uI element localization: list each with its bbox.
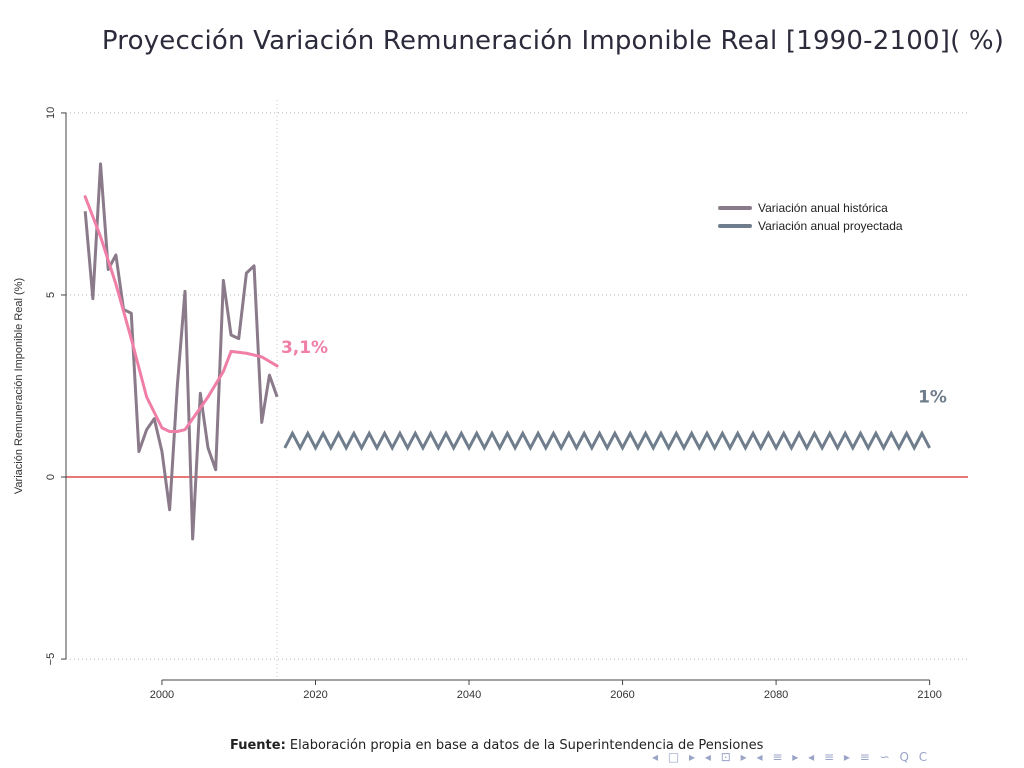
legend: Variación anual histórica Variación anual…	[718, 201, 903, 233]
series	[83, 162, 931, 541]
source-note: Fuente: Elaboración propia en base a dat…	[230, 738, 763, 753]
nav-prev-subsection-icon[interactable]: ◂	[704, 750, 711, 764]
source-text: Elaboración propia en base a datos de la…	[285, 738, 764, 753]
trend-series-line	[83, 195, 279, 434]
nav-refresh-icon[interactable]: C	[918, 750, 928, 764]
historical-value-annotation: 3,1%	[281, 338, 328, 358]
nav-next-subsection-icon[interactable]: ▸	[740, 750, 747, 764]
projected-series-line	[283, 430, 931, 452]
nav-prev-part-icon[interactable]: ◂	[808, 750, 815, 764]
nav-next-frame-icon[interactable]: ▸	[689, 750, 696, 764]
slide-navigation: ◂ □ ▸ ◂ ⊡ ▸ ◂ ≡ ▸ ◂ ≡ ▸ ≡ ∽ Q C	[652, 750, 933, 764]
source-label: Fuente:	[230, 738, 286, 753]
x-tick-label: 2080	[764, 689, 788, 701]
nav-subsection-icon[interactable]: ⊡	[720, 750, 731, 764]
y-tick-label: 0	[45, 474, 57, 480]
historical-series-line	[83, 162, 279, 541]
slide-title: Proyección Variación Remuneración Imponi…	[101, 26, 1005, 56]
nav-part-icon[interactable]: ≡	[823, 750, 835, 764]
nav-toc-icon[interactable]: ≡	[859, 750, 870, 764]
legend-label: Variación anual histórica	[758, 201, 888, 215]
y-tick-label: −5	[45, 653, 57, 666]
axes: −5 0 5 10 Variación Remuneración Imponible R…	[13, 107, 942, 701]
x-tick-label: 2060	[610, 689, 634, 701]
x-tick-label: 2000	[150, 689, 174, 701]
x-tick-label: 2040	[457, 689, 481, 701]
y-tick-label: 5	[45, 292, 57, 298]
nav-search-icon[interactable]: Q	[899, 750, 909, 764]
nav-next-section-icon[interactable]: ▸	[792, 750, 799, 764]
grid	[66, 100, 968, 678]
nav-section-icon[interactable]: ≡	[772, 750, 783, 764]
nav-frame-icon[interactable]: □	[667, 750, 680, 764]
nav-prev-section-icon[interactable]: ◂	[756, 750, 763, 764]
x-tick-label: 2100	[917, 689, 941, 701]
nav-undo-icon[interactable]: ∽	[879, 750, 890, 764]
annotations: 3,1% 1%	[281, 338, 947, 407]
x-tick-label: 2020	[303, 689, 327, 701]
legend-label: Variación anual proyectada	[758, 219, 903, 233]
projected-value-annotation: 1%	[918, 387, 947, 407]
y-tick-label: 10	[45, 107, 57, 119]
y-axis-label: Variación Remuneración Imponible Real (%…	[13, 278, 25, 494]
nav-prev-frame-icon[interactable]: ◂	[652, 750, 659, 764]
nav-next-part-icon[interactable]: ▸	[843, 750, 850, 764]
